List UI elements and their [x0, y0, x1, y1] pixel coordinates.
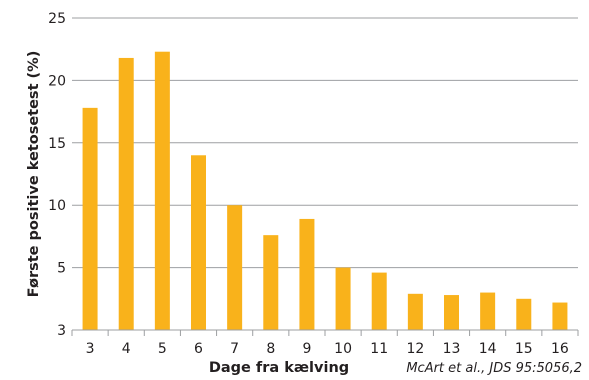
y-axis-title: Første positive ketosetest (%) [26, 51, 42, 298]
x-axis-title: Dage fra kælving [209, 360, 349, 376]
bar-10 [335, 267, 351, 330]
y-tick-label: 3 [57, 323, 66, 339]
x-tick-label: 13 [443, 341, 461, 357]
y-tick-label: 15 [48, 136, 66, 152]
bar-12 [407, 293, 423, 330]
x-tick-label: 7 [230, 341, 239, 357]
y-tick-label: 10 [48, 198, 66, 214]
bar-3 [82, 107, 98, 330]
bar-5 [154, 51, 170, 331]
bar-11 [371, 272, 387, 330]
bar-15 [516, 298, 532, 330]
bar-4 [118, 57, 134, 330]
x-tick-labels: 3 4 5 6 7 8 9 10 11 12 13 14 15 16 [71, 330, 579, 357]
bar-9 [299, 218, 315, 330]
gridlines [72, 17, 578, 269]
y-tick-labels: 3 5 10 15 20 25 [48, 11, 66, 339]
x-tick-label: 15 [515, 341, 533, 357]
x-tick-label: 16 [551, 341, 569, 357]
bar-13 [444, 295, 459, 330]
x-tick-label: 8 [266, 341, 275, 357]
x-tick-label: 4 [122, 341, 131, 357]
x-tick-label: 14 [479, 341, 497, 357]
x-tick-label: 3 [86, 341, 95, 357]
x-tick-label: 6 [194, 341, 203, 357]
bar-14 [480, 292, 496, 330]
bar-6 [191, 155, 206, 330]
x-tick-label: 9 [302, 341, 311, 357]
y-tick-label: 20 [48, 73, 66, 89]
source-citation: McArt et al., JDS 95:5056,2 [406, 361, 582, 376]
bar-7 [227, 205, 243, 330]
x-tick-label: 5 [158, 341, 167, 357]
x-tick-label: 10 [334, 341, 352, 357]
bars [82, 51, 568, 331]
x-tick-label: 12 [406, 341, 424, 357]
bar-16 [552, 302, 568, 330]
y-tick-label: 5 [57, 261, 66, 277]
x-tick-label: 11 [370, 341, 388, 357]
bar-8 [263, 235, 279, 330]
y-tick-label: 25 [48, 11, 66, 27]
